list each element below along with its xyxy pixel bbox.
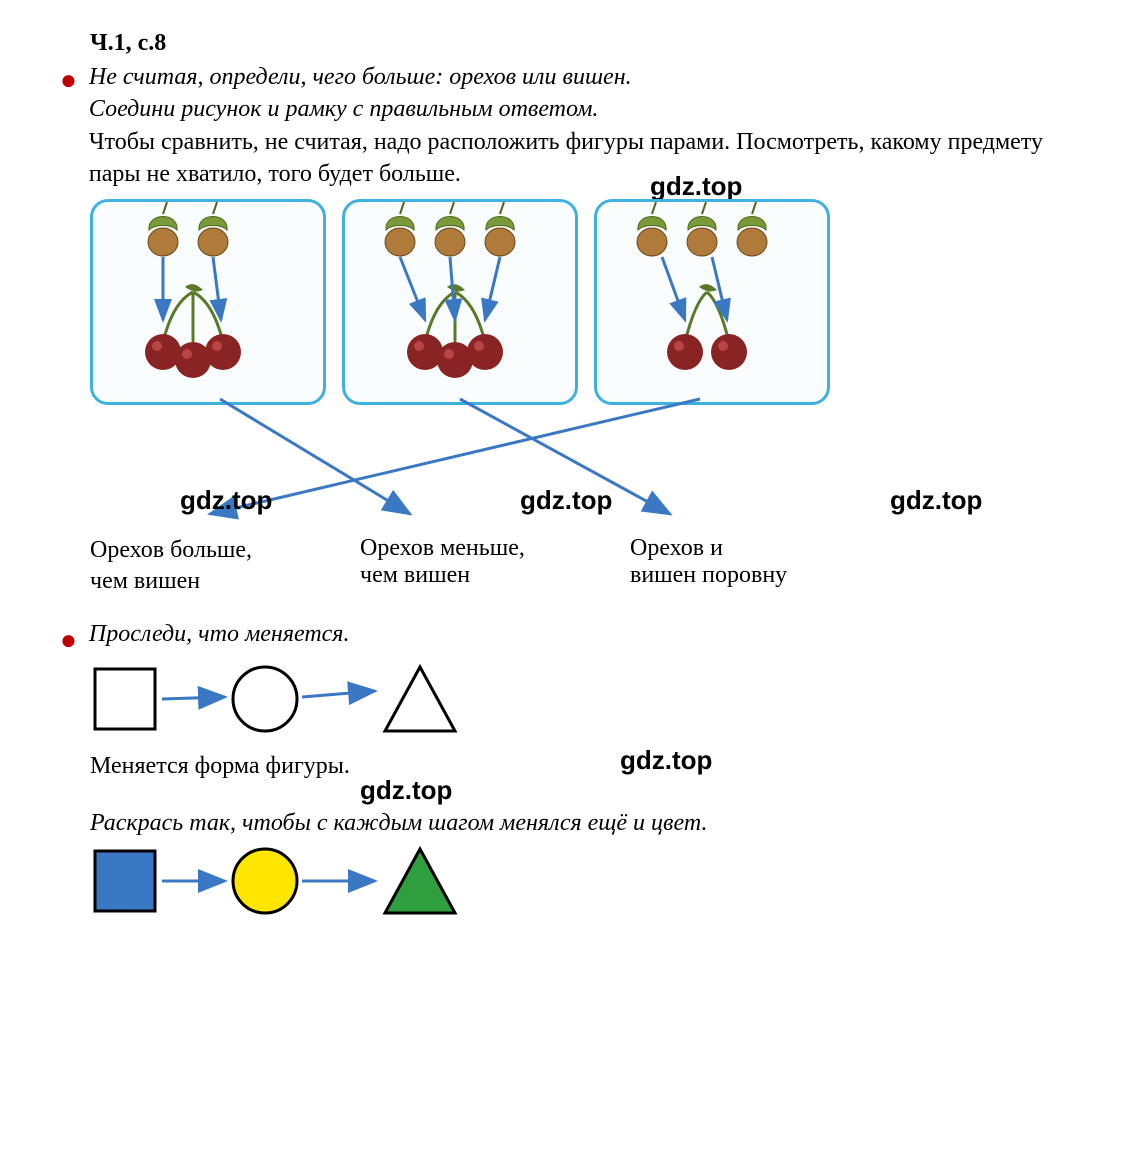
shapes-outline-row (90, 659, 1084, 739)
task2-conclusion: Меняется форма фигуры. (90, 753, 1084, 780)
answer-line: вишен поровну (630, 562, 787, 588)
task2-prompt2: Раскрась так, чтобы с каждым шагом менял… (90, 810, 1084, 837)
shapes-outline-svg (90, 659, 470, 739)
task2-prompt: Проследи, что меняется. (89, 621, 350, 648)
circle-colored-icon (233, 849, 297, 913)
pair-arrow-icon (400, 257, 425, 320)
cherry-cluster-icon (145, 284, 241, 378)
circle-icon (233, 667, 297, 731)
match-arrow-icon (460, 399, 670, 514)
match-arrow-icon (210, 399, 700, 514)
task1-explain: Чтобы сравнить, не считая, надо располож… (89, 129, 1043, 187)
bullet-icon: ● (60, 621, 77, 655)
square-colored-icon (95, 851, 155, 911)
answer-line: Орехов и (630, 535, 723, 561)
fruit-box-1 (90, 199, 326, 405)
watermark: gdz.top (890, 485, 982, 516)
answer-less: Орехов меньше, чем вишен (360, 535, 610, 597)
answer-line: Орехов больше, (90, 537, 252, 563)
nut-icon (148, 202, 178, 256)
nut-icon (485, 202, 515, 256)
bullet-icon: ● (60, 61, 77, 95)
nut-icon (737, 202, 767, 256)
answer-line: чем вишен (360, 562, 470, 588)
watermark: gdz.top (520, 485, 612, 516)
answer-equal: Орехов и вишен поровну (630, 535, 880, 597)
match-arrow-icon (220, 399, 410, 514)
fruit-box-3-svg (597, 202, 827, 402)
shapes-colored-svg (90, 841, 470, 921)
arrow-icon (162, 697, 225, 699)
nut-icon (637, 202, 667, 256)
nut-icon (385, 202, 415, 256)
answer-line: Орехов меньше, (360, 535, 525, 561)
fruit-box-2-svg (345, 202, 575, 402)
cherry-cluster-icon (407, 284, 503, 378)
triangle-icon (385, 667, 455, 731)
pair-arrow-icon (485, 257, 500, 320)
shapes-colored-row (90, 841, 1084, 921)
fruit-box-2 (342, 199, 578, 405)
fruit-box-1-svg (93, 202, 323, 402)
answer-line: чем вишен (90, 568, 200, 594)
task1-line1: Не считая, определи, чего больше: орехов… (89, 64, 632, 90)
nut-icon (198, 202, 228, 256)
nut-icon (687, 202, 717, 256)
task1-line2: Соедини рисунок и рамку с правильным отв… (89, 96, 599, 122)
answer-more: Орехов больше, чем вишен (90, 535, 340, 597)
fruit-box-3 (594, 199, 830, 405)
answers-row: Орехов больше, чем вишен Орехов меньше, … (90, 535, 1084, 597)
fruit-boxes-row (90, 199, 1084, 405)
task1-text: Не считая, определи, чего больше: орехов… (89, 61, 1084, 191)
page-heading: Ч.1, с.8 (90, 30, 1084, 57)
pair-arrow-icon (213, 257, 221, 320)
arrow-icon (302, 691, 375, 697)
square-icon (95, 669, 155, 729)
pair-arrow-icon (662, 257, 685, 320)
cherry-cluster-icon (667, 284, 747, 370)
watermark: gdz.top (180, 485, 272, 516)
nut-icon (435, 202, 465, 256)
triangle-colored-icon (385, 849, 455, 913)
